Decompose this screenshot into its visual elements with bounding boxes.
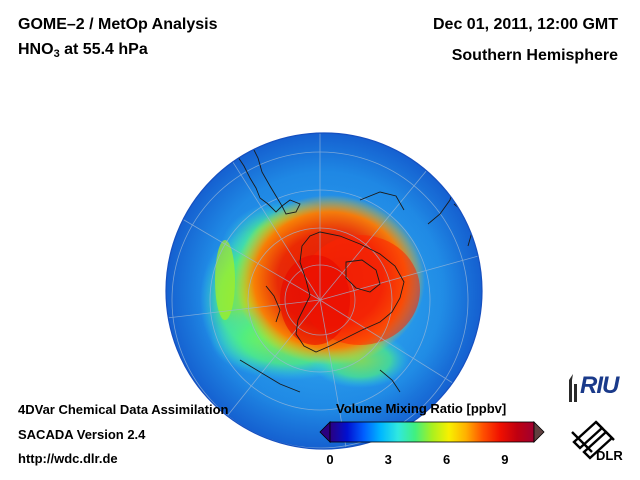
analysis-title: GOME–2 / MetOp Analysis <box>18 16 218 33</box>
colorbar-tick-label: 3 <box>384 452 392 467</box>
colorbar-tick-label: 9 <box>501 452 509 467</box>
website-link[interactable]: http://wdc.dlr.de <box>18 451 118 466</box>
hemisphere-label: Southern Hemisphere <box>451 47 618 64</box>
colorbar-over-arrow <box>533 421 545 443</box>
dlr-logo <box>571 420 615 460</box>
colorbar-bar <box>329 421 535 443</box>
globe-rim <box>165 132 483 450</box>
colorbar-tick-label: 6 <box>442 452 451 467</box>
datetime-label: Dec 01, 2011, 12:00 GMT <box>433 16 618 33</box>
colorbar-title: Volume Mixing Ratio [ppbv] <box>336 401 507 416</box>
colorbar <box>319 421 545 443</box>
version-label: SACADA Version 2.4 <box>18 427 146 442</box>
riu-logo: RIU <box>566 372 626 404</box>
colorbar-under-arrow <box>319 421 331 443</box>
dlr-label: DLR <box>596 448 623 463</box>
species-title: HNO3 at 55.4 hPa <box>18 41 148 60</box>
hno3-field <box>190 182 470 418</box>
method-label: 4DVar Chemical Data Assimilation <box>18 402 229 417</box>
colorbar-tick-label: 0 <box>326 452 334 467</box>
